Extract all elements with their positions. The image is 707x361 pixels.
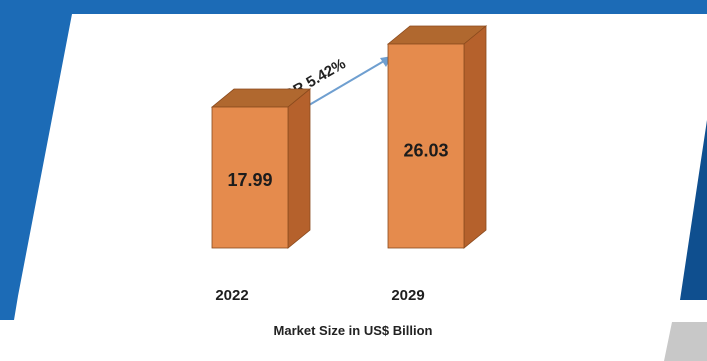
bar-value-label: 17.99 xyxy=(227,170,272,190)
bars-layer: 17.99 26.03 xyxy=(210,25,488,249)
bar-2022: 17.99 xyxy=(210,88,312,249)
bar-side-face xyxy=(463,25,487,249)
bar-2029: 26.03 xyxy=(386,25,488,249)
blue-frame-left-foot xyxy=(0,296,18,320)
gray-corner-accent xyxy=(664,322,707,361)
category-axis: 2022 2029 xyxy=(215,287,424,304)
category-label: 2022 xyxy=(215,287,248,304)
bar-front-face xyxy=(211,106,289,249)
bar-side-face xyxy=(287,88,311,249)
x-axis-title: Market Size in US$ Billion xyxy=(274,323,433,338)
blue-frame-right xyxy=(680,120,707,300)
bar-front-face xyxy=(387,43,465,249)
bar-value-label: 26.03 xyxy=(403,140,448,160)
category-label: 2029 xyxy=(391,287,424,304)
